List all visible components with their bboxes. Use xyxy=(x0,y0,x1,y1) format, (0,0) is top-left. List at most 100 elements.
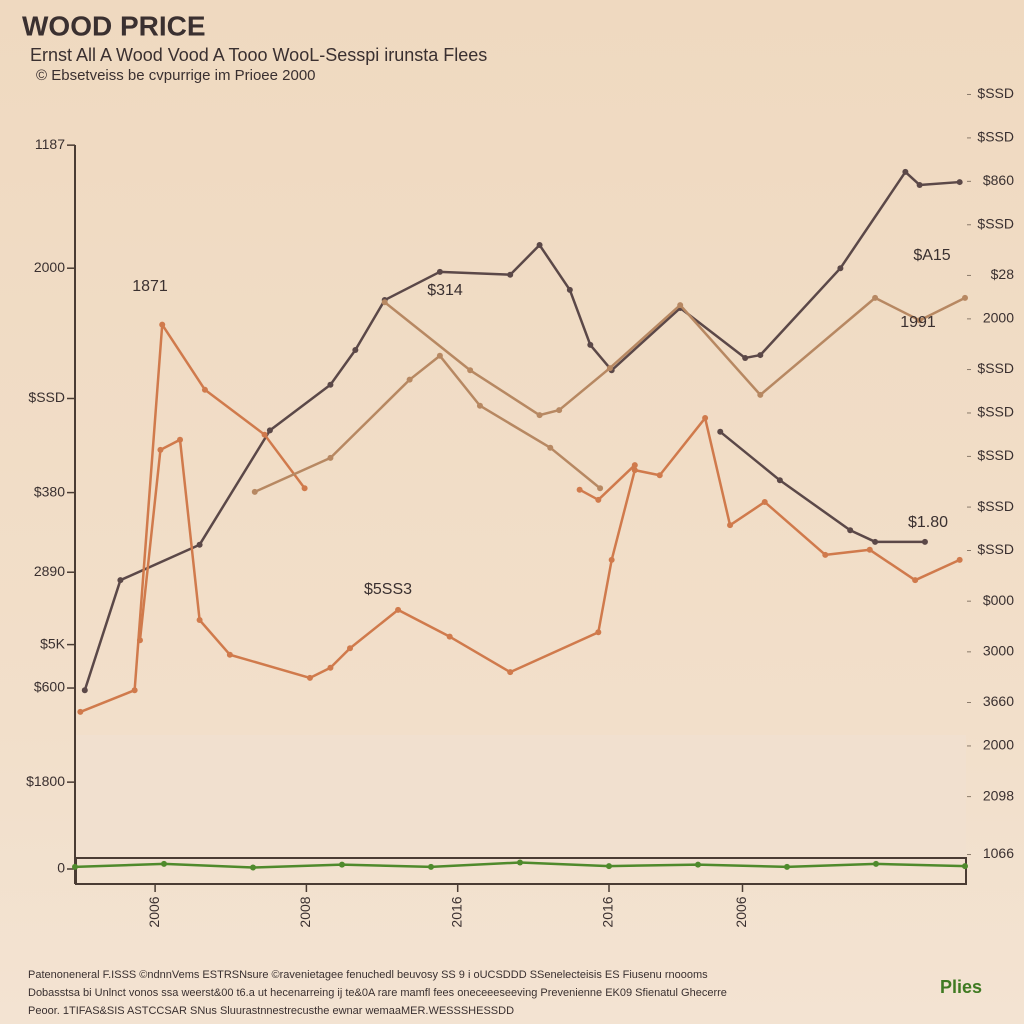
note: Peoor. 1TIFAS&SIS ASTCCSAR SNus Sluurast… xyxy=(28,1005,514,1017)
data-point xyxy=(131,687,138,694)
data-point xyxy=(956,556,963,563)
data-point xyxy=(606,863,612,870)
y-tick-label: $1800 xyxy=(26,773,65,789)
data-point xyxy=(157,446,164,453)
series-line xyxy=(83,170,960,691)
data-point xyxy=(566,286,573,293)
data-point xyxy=(587,341,594,348)
y-tick-label: $600 xyxy=(34,679,65,695)
data-point xyxy=(251,488,258,495)
data-point xyxy=(595,496,602,503)
data-point xyxy=(381,299,388,306)
data-point xyxy=(873,860,879,867)
data-point xyxy=(742,354,749,361)
data-point xyxy=(717,428,724,435)
y-tick-label: 2890 xyxy=(34,563,65,579)
x-tick-label: 2016 xyxy=(600,896,616,927)
data-point xyxy=(656,472,663,479)
data-point xyxy=(822,551,829,558)
y2-tick-label: $SSD xyxy=(977,541,1014,557)
data-point xyxy=(117,577,124,584)
data-point xyxy=(547,444,554,451)
data-point xyxy=(395,606,402,613)
y2-tick-label: 2000 xyxy=(983,737,1014,753)
y2-tick-label: $SSD xyxy=(977,215,1014,231)
y2-tick-label: $SSD xyxy=(977,498,1014,514)
data-point xyxy=(72,863,78,870)
data-point xyxy=(921,538,928,545)
y2-tick-label: $SSD xyxy=(977,447,1014,463)
data-point xyxy=(727,522,734,529)
data-point xyxy=(695,861,701,868)
data-point xyxy=(916,317,923,324)
x-tick-label: 2016 xyxy=(448,896,464,927)
annotation: 1991 xyxy=(900,314,936,331)
data-point xyxy=(847,527,854,534)
data-point xyxy=(962,863,968,870)
data-point xyxy=(406,376,413,383)
data-point xyxy=(761,499,768,506)
data-point xyxy=(250,864,256,871)
y2-tick-label: 3660 xyxy=(983,693,1014,709)
data-point xyxy=(201,386,208,393)
y-tick-label: 1187 xyxy=(35,136,65,152)
data-point xyxy=(962,294,968,301)
data-point xyxy=(556,407,563,414)
lower-band xyxy=(76,735,966,865)
y-tick-label: 0 xyxy=(57,860,65,876)
data-point xyxy=(327,664,334,671)
y2-tick-label: 1066 xyxy=(983,845,1014,861)
y2-tick-label: $860 xyxy=(983,172,1014,188)
data-point xyxy=(507,669,514,676)
data-point xyxy=(177,436,184,443)
data-point xyxy=(757,352,764,359)
data-point xyxy=(327,454,334,461)
data-point xyxy=(606,365,613,372)
annotation: $5SS3 xyxy=(364,581,412,598)
series-line xyxy=(138,416,961,680)
data-point xyxy=(347,645,354,652)
data-point xyxy=(306,674,313,681)
data-point xyxy=(608,556,615,563)
data-point xyxy=(507,271,514,278)
data-point xyxy=(266,427,273,434)
data-point xyxy=(196,616,203,623)
note: Patenoneneral F.ISSS ©ndnnVems ESTRSNsur… xyxy=(28,969,708,981)
data-point xyxy=(226,651,233,658)
x-tick-label: 2008 xyxy=(297,896,313,927)
chart-title: WOOD PRICE xyxy=(22,10,206,41)
data-point xyxy=(912,577,919,584)
data-point xyxy=(956,179,963,186)
data-point xyxy=(161,860,167,867)
series-line xyxy=(383,296,966,417)
data-point xyxy=(476,402,483,409)
data-point xyxy=(339,861,345,868)
data-point xyxy=(916,181,923,188)
y2-tick-label: $28 xyxy=(991,266,1015,282)
data-point xyxy=(536,412,543,419)
data-point xyxy=(301,485,308,492)
data-point xyxy=(436,352,443,359)
x-tick-label: 2006 xyxy=(733,896,749,927)
annotation: $A15 xyxy=(913,247,950,264)
data-point xyxy=(576,486,583,493)
y2-tick-label: $000 xyxy=(983,592,1014,608)
data-point xyxy=(757,391,764,398)
chart-caption: © Ebsetveiss be cvpurrige im Prioee 2000 xyxy=(36,67,316,84)
series-line xyxy=(79,323,306,714)
data-point xyxy=(784,863,790,870)
data-point xyxy=(81,687,88,694)
data-point xyxy=(327,381,334,388)
data-point xyxy=(136,637,143,644)
annotation: $1.80 xyxy=(908,514,948,531)
data-point xyxy=(467,367,474,374)
data-point xyxy=(597,485,604,492)
data-point xyxy=(352,346,359,353)
data-point xyxy=(196,541,203,548)
y2-tick-label: 2000 xyxy=(983,310,1014,326)
data-point xyxy=(872,294,879,301)
x-tick-label: 2006 xyxy=(146,896,162,927)
chart-subtitle: Ernst All A Wood Vood A Tooo WooL-Sesspi… xyxy=(30,45,487,65)
